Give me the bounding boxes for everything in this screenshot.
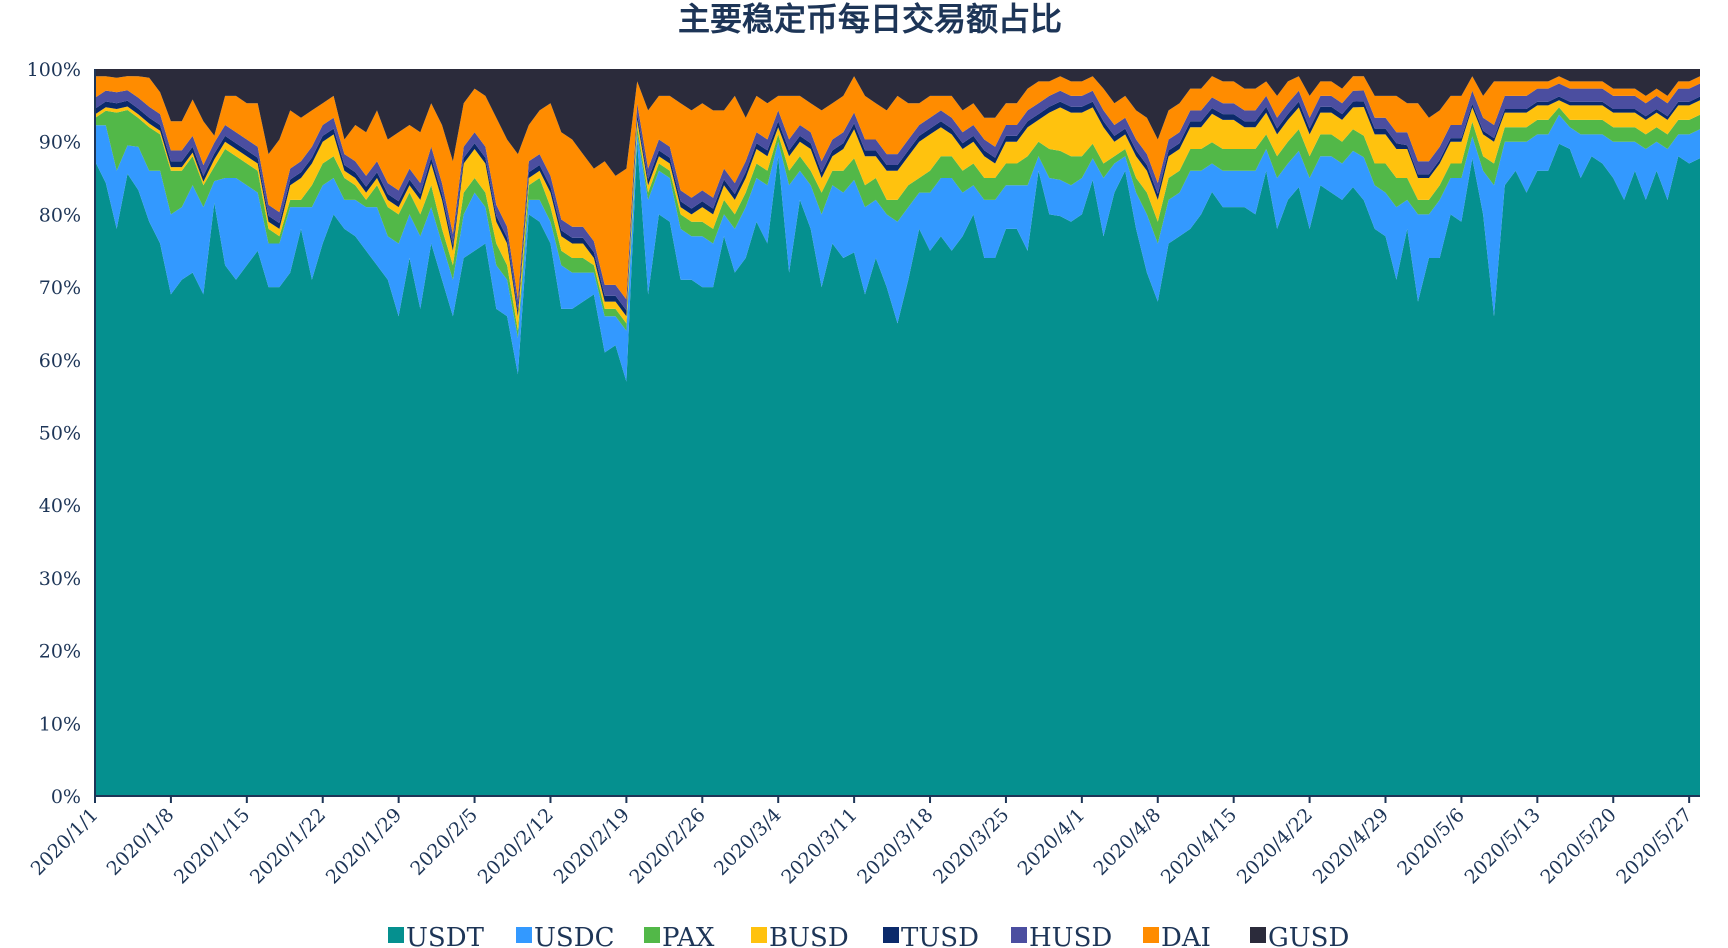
area-gusd (95, 69, 1700, 176)
legend-swatch (1143, 927, 1159, 943)
y-tick-label: 60% (39, 350, 81, 372)
area-usdc (95, 114, 1700, 382)
y-tick-label: 20% (39, 641, 81, 663)
y-tick-label: 10% (39, 713, 81, 735)
y-tick-label: 50% (39, 423, 81, 445)
x-tick-label: 2020/5/6 (1393, 804, 1469, 880)
y-tick-label: 0% (51, 786, 81, 808)
legend-item-usdt: USDT (388, 923, 485, 948)
legend-label: PAX (662, 923, 715, 948)
x-tick-label: 2020/1/29 (322, 804, 406, 888)
x-tick-label: 2020/4/1 (1013, 804, 1089, 880)
legend-label: USDC (534, 923, 614, 948)
legend-label: DAI (1161, 923, 1211, 948)
y-tick-label: 100% (27, 59, 81, 81)
legend-swatch (1011, 927, 1027, 943)
legend-label: BUSD (769, 923, 849, 948)
x-tick-label: 2020/1/22 (246, 804, 330, 888)
legend-label: TUSD (901, 923, 979, 948)
legend-item-tusd: TUSD (883, 923, 979, 948)
legend-label: HUSD (1029, 923, 1112, 948)
chart-title: 主要稳定币每日交易额占比 (678, 0, 1062, 38)
area-dai (95, 76, 1700, 300)
legend-item-husd: HUSD (1011, 923, 1112, 948)
x-tick-label: 2020/4/15 (1157, 804, 1241, 888)
legend-label: USDT (406, 923, 485, 948)
legend-swatch (516, 927, 532, 943)
legend-swatch (388, 927, 404, 943)
x-tick-label: 2020/1/1 (27, 804, 103, 880)
x-tick-label: 2020/4/29 (1309, 804, 1393, 888)
legend-item-usdc: USDC (516, 923, 614, 948)
y-tick-label: 70% (39, 277, 81, 299)
legend-item-busd: BUSD (751, 923, 849, 948)
x-tick-label: 2020/2/26 (625, 804, 709, 888)
x-tick-label: 2020/1/15 (170, 804, 254, 888)
y-tick-label: 80% (39, 204, 81, 226)
legend-item-gusd: GUSD (1250, 923, 1349, 948)
x-tick-label: 2020/2/19 (549, 804, 633, 888)
y-tick-label: 30% (39, 568, 81, 590)
area-usdt (95, 141, 1700, 796)
x-tick-label: 2020/2/12 (474, 804, 558, 888)
x-tick-label: 2020/5/13 (1460, 804, 1544, 888)
legend-item-dai: DAI (1143, 923, 1211, 948)
x-tick-label: 2020/4/22 (1233, 804, 1317, 888)
x-tick-label: 2020/3/25 (929, 804, 1013, 888)
legend-item-pax: PAX (644, 923, 715, 948)
x-tick-label: 2020/3/11 (777, 804, 861, 888)
y-tick-label: 90% (39, 132, 81, 154)
area-pax (95, 107, 1700, 339)
legend-swatch (751, 927, 767, 943)
area-series-group (95, 69, 1700, 796)
x-tick-label: 2020/3/4 (710, 804, 786, 880)
x-tick-label: 2020/2/5 (406, 804, 482, 880)
legend-swatch (883, 927, 899, 943)
legend-swatch (1250, 927, 1266, 943)
x-tick-label: 2020/1/8 (103, 804, 179, 880)
legend-label: GUSD (1268, 923, 1349, 948)
y-tick-label: 40% (39, 495, 81, 517)
legend: USDT USDC PAX BUSD TUSD HUSD DAI GUSD (388, 923, 1349, 948)
x-tick-label: 2020/3/18 (853, 804, 937, 888)
x-tick-label: 2020/5/20 (1536, 804, 1620, 888)
x-tick-label: 2020/4/8 (1089, 804, 1165, 880)
legend-swatch (644, 927, 660, 943)
x-tick-label: 2020/5/27 (1612, 804, 1696, 888)
